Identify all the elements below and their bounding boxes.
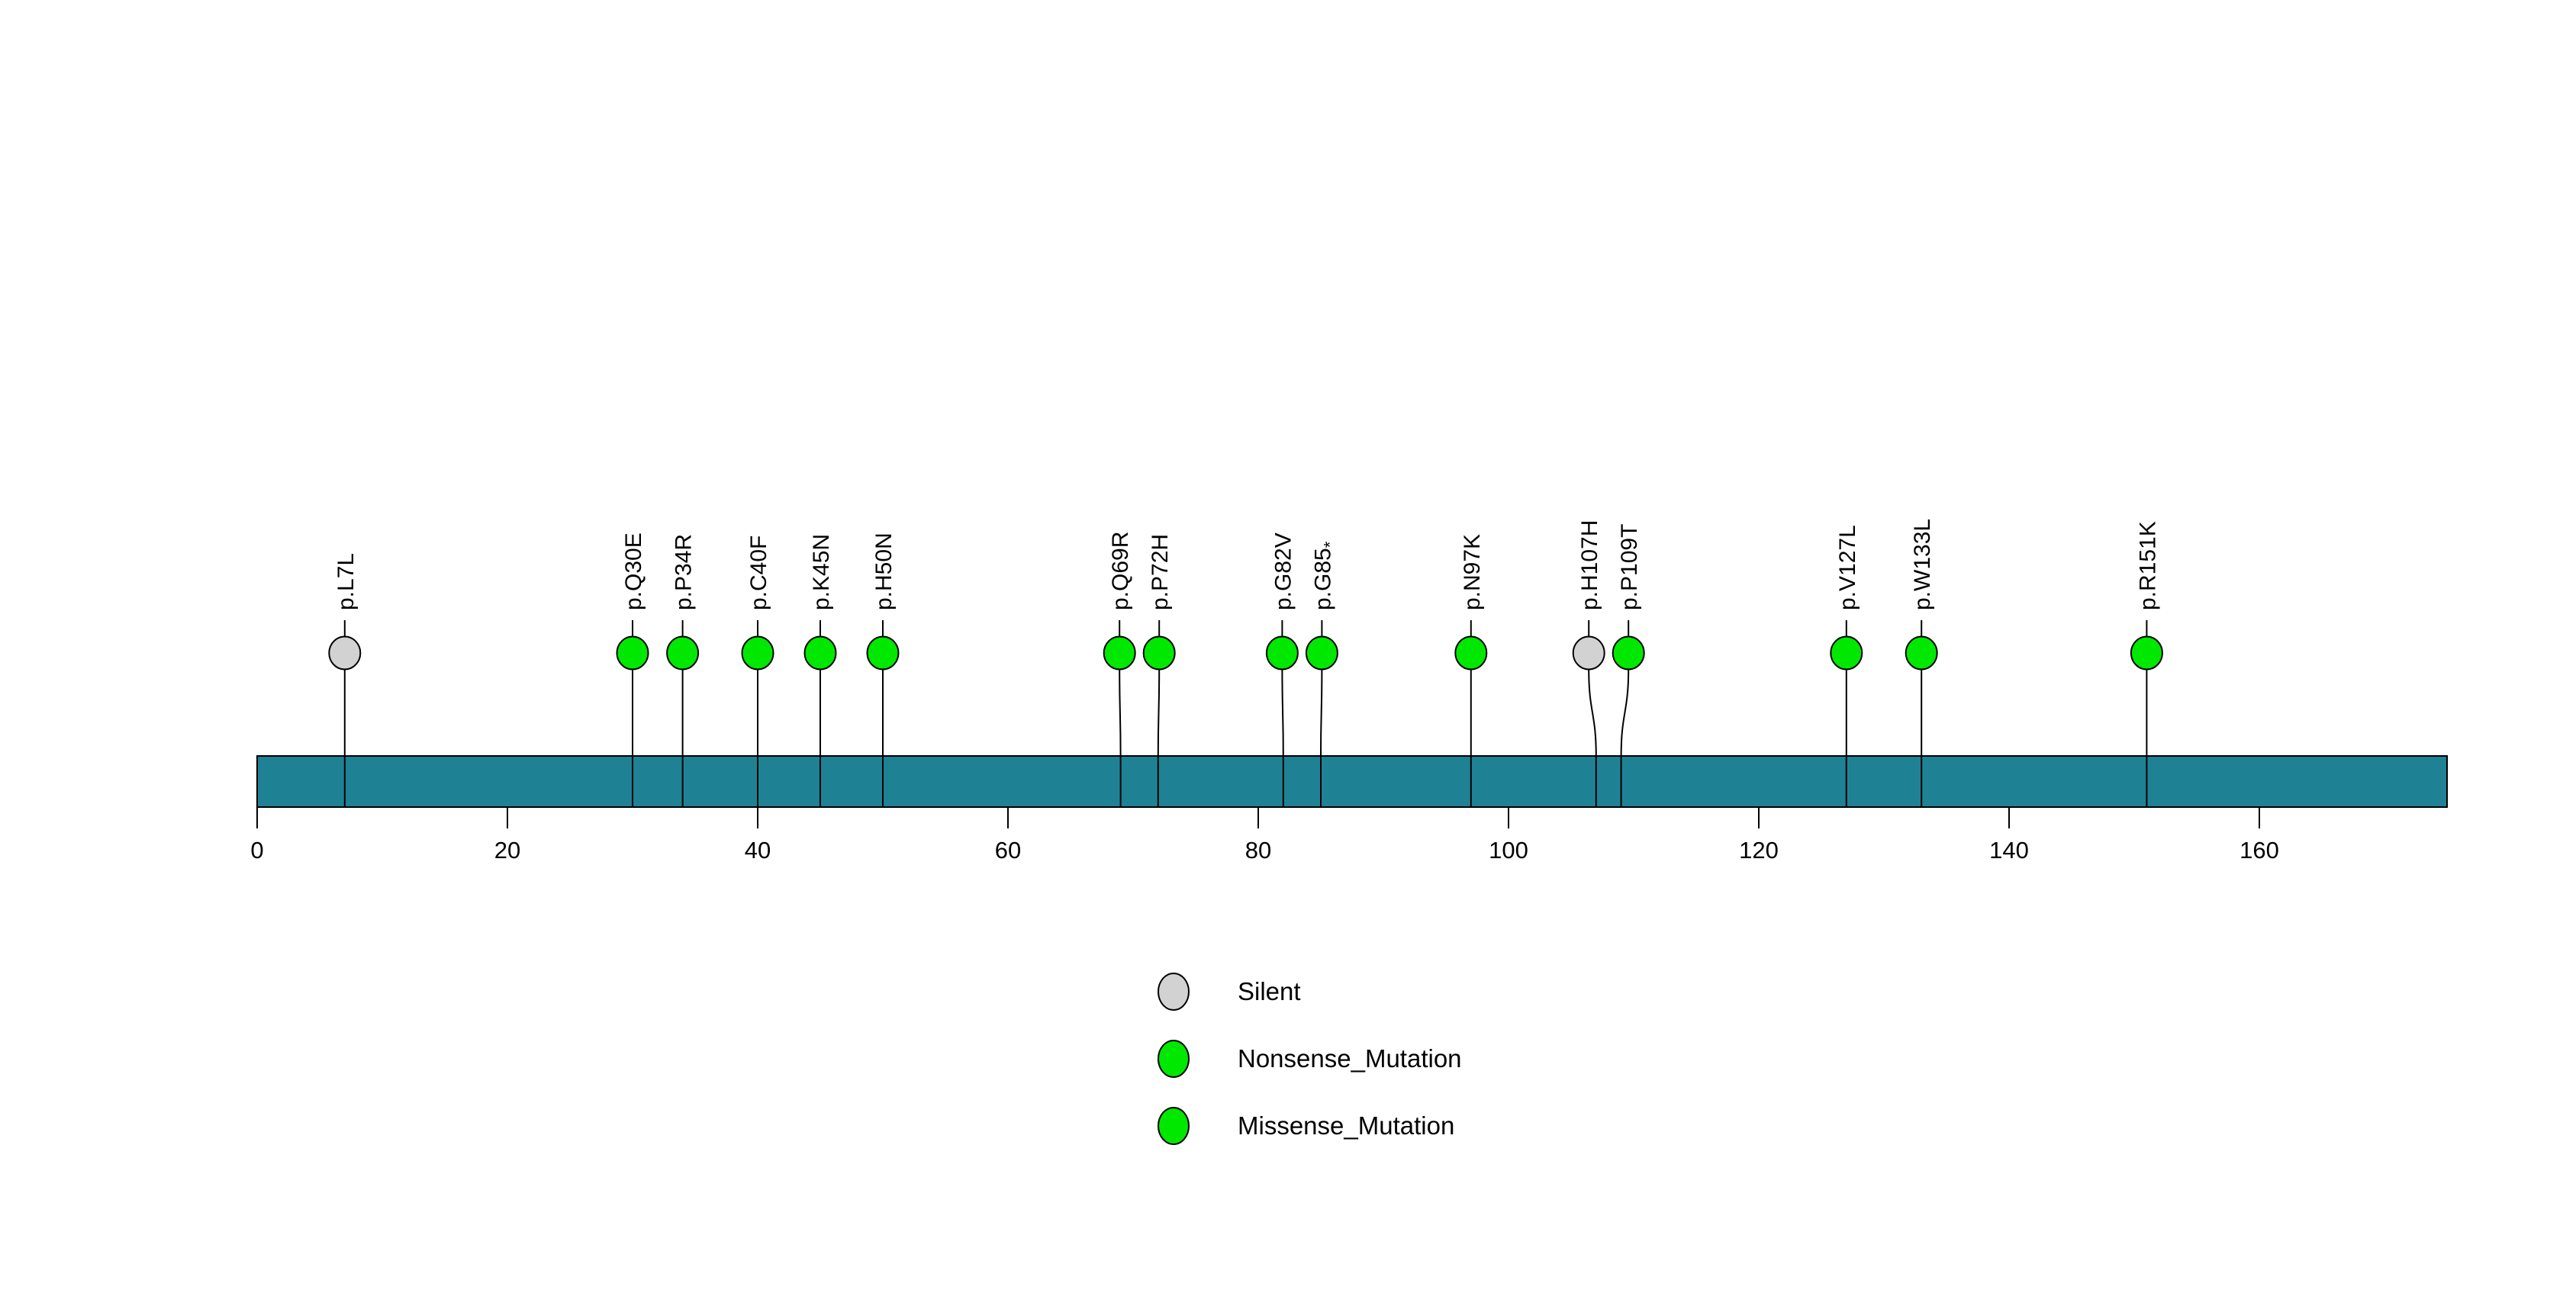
mutation-label: p.P34R: [671, 534, 697, 610]
lollipop-stem: [1281, 620, 1284, 807]
mutation-marker: [328, 635, 362, 671]
mutation-marker: [1572, 635, 1605, 671]
mutation-marker: [866, 635, 900, 671]
legend-label: Missense_Mutation: [1238, 1111, 1454, 1140]
legend-label: Nonsense_Mutation: [1238, 1044, 1462, 1073]
mutation-label: p.N97K: [1460, 534, 1485, 610]
mutation-marker: [1305, 635, 1338, 671]
x-axis-tick-label: 120: [1739, 837, 1779, 864]
mutation-marker: [1265, 635, 1299, 671]
mutation-marker: [616, 635, 649, 671]
mutation-marker: [741, 635, 774, 671]
mutation-marker: [1142, 635, 1176, 671]
mutation-label: p.H107H: [1577, 520, 1602, 610]
lollipop-stem: [1119, 620, 1122, 807]
legend-marker: [1158, 1040, 1190, 1078]
mutation-label: p.R151K: [2135, 521, 2160, 610]
protein-domain-bar: [256, 755, 2448, 808]
legend-label: Silent: [1238, 977, 1301, 1005]
x-axis-tick-label: 100: [1489, 837, 1528, 864]
mutation-label: p.W133L: [1910, 519, 1935, 610]
legend-marker: [1158, 973, 1190, 1011]
mutation-label: p.Q30E: [621, 532, 646, 610]
mutation-marker: [1905, 635, 1938, 671]
x-axis-tick-label: 40: [745, 837, 771, 864]
mutation-marker: [803, 635, 837, 671]
lollipop-stem: [1620, 620, 1630, 807]
lollipop-stem: [1157, 620, 1161, 807]
mutation-label: p.H50N: [871, 532, 897, 610]
mutation-marker: [666, 635, 700, 671]
mutation-label: p.V127L: [1835, 525, 1860, 610]
mutation-label: p.C40F: [746, 536, 771, 610]
mutation-marker: [1454, 635, 1488, 671]
legend-marker: [1158, 1107, 1190, 1145]
mutation-label: p.P72H: [1148, 534, 1173, 610]
x-axis-tick-label: 140: [1989, 837, 2029, 864]
x-axis-tick-label: 160: [2240, 837, 2279, 864]
mutation-marker: [1830, 635, 1863, 671]
lollipop-stem: [1588, 620, 1597, 807]
x-axis-tick-label: 20: [494, 837, 520, 864]
mutation-label: p.G82V: [1270, 532, 1296, 610]
x-axis-tick-label: 0: [250, 837, 263, 864]
mutation-label: p.Q69R: [1108, 532, 1133, 610]
x-axis-tick-label: 80: [1245, 837, 1271, 864]
mutation-label: p.P109T: [1617, 524, 1642, 610]
mutation-marker: [1103, 635, 1136, 671]
mutation-label: p.G85*: [1310, 541, 1339, 610]
mutation-marker: [2130, 635, 2163, 671]
mutation-marker: [1612, 635, 1645, 671]
mutation-label: p.L7L: [333, 553, 359, 610]
mutation-label: p.K45N: [809, 534, 834, 610]
lollipop-stem: [1320, 620, 1323, 807]
x-axis-tick-label: 60: [995, 837, 1021, 864]
